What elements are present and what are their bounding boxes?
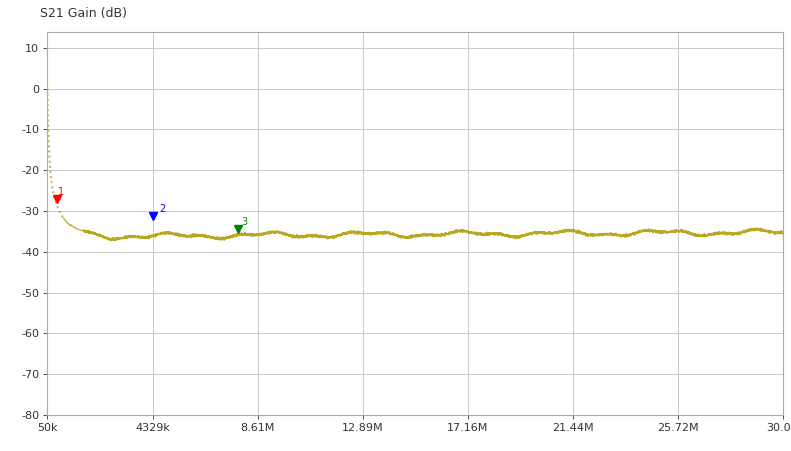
- Text: 2: 2: [159, 204, 165, 214]
- Text: 1: 1: [58, 187, 64, 197]
- Text: 3: 3: [241, 217, 248, 227]
- Text: S21 Gain (dB): S21 Gain (dB): [40, 7, 127, 20]
